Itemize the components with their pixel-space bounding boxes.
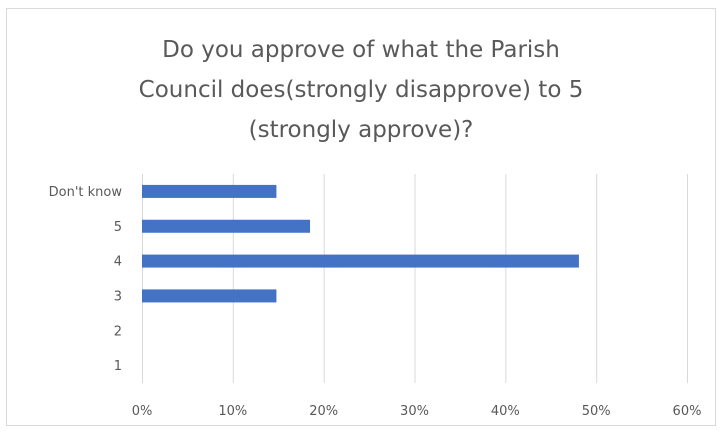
x-tick-label: 10% (218, 404, 247, 419)
x-tick-label: 50% (582, 404, 611, 419)
x-tick-label: 30% (400, 404, 429, 419)
chart-frame (6, 8, 716, 426)
y-tick-label: 1 (114, 359, 122, 374)
x-tick-label: 60% (673, 404, 702, 419)
y-tick-label: 3 (114, 289, 122, 304)
chart-title: Do you approve of what the Parish Counci… (0, 30, 722, 150)
bar-5 (142, 219, 311, 233)
chart-title-line-3: (strongly approve)? (248, 117, 474, 143)
y-tick-label: 2 (114, 324, 122, 339)
y-tick-label: 4 (114, 255, 122, 270)
x-tick-label: 0% (132, 404, 153, 419)
y-tick-label: 5 (114, 220, 122, 235)
x-tick-label: 20% (309, 404, 338, 419)
bar-don-t-know (142, 184, 277, 198)
chart-title-line-2: Council does(strongly disapprove) to 5 (138, 77, 584, 103)
bar-3 (142, 289, 277, 303)
x-tick-label: 40% (491, 404, 520, 419)
bar-4 (142, 254, 579, 268)
y-tick-label: Don't know (49, 185, 123, 200)
chart-title-line-1: Do you approve of what the Parish (162, 37, 560, 63)
